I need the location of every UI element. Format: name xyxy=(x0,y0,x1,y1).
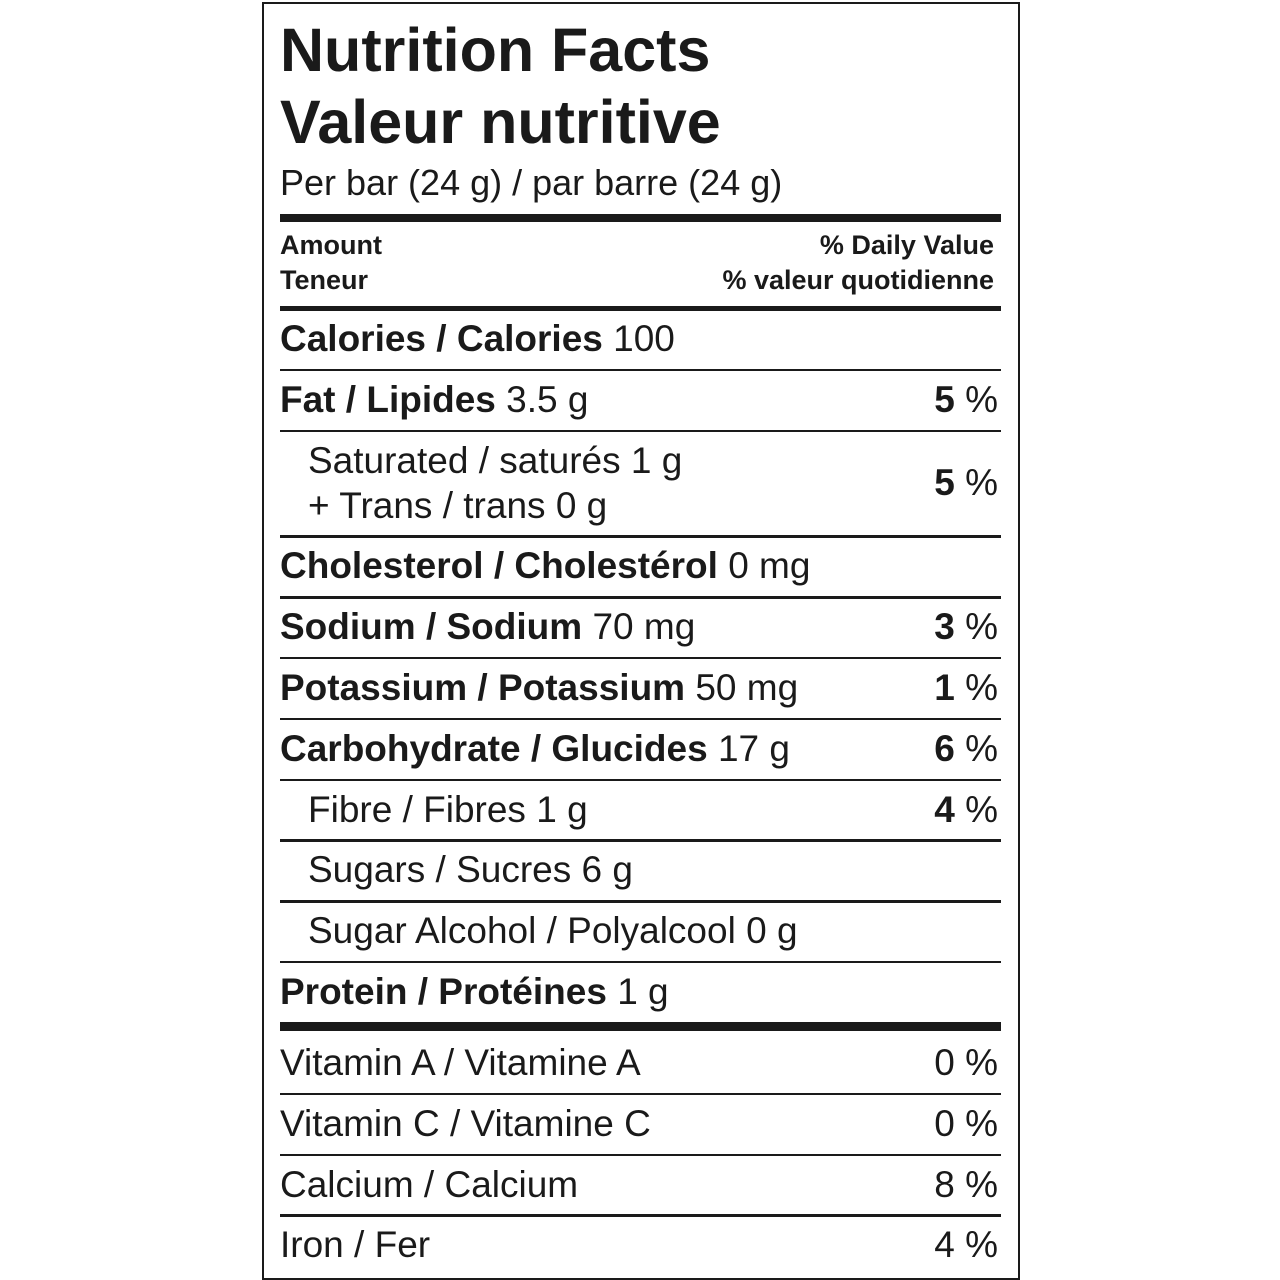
rule xyxy=(280,429,1001,433)
nutrient-name: Potassium / Potassium xyxy=(280,667,686,708)
dv-number: 0 xyxy=(934,1102,955,1144)
dv-unit: % xyxy=(965,1042,998,1083)
nutrient-name: Vitamin C / Vitamine C xyxy=(280,1102,651,1144)
dv-number: 6 xyxy=(934,727,955,769)
label-border xyxy=(262,2,1020,1280)
nutrient-row: Sodium / Sodium 70 mg xyxy=(280,605,695,649)
nutrient-name: Sodium / Sodium xyxy=(280,606,583,648)
nutrient-name: + Trans / trans xyxy=(308,484,546,526)
col-dv-fr: % valeur quotidienne xyxy=(722,265,994,295)
nutrient-row: Cholesterol / Cholestérol 0 mg xyxy=(280,544,810,588)
nutrient-name: Sugars / Sucres xyxy=(308,849,572,891)
dv-unit: % xyxy=(965,606,998,648)
nutrient-name: Fat / Lipides xyxy=(280,378,496,420)
nutrient-row: Protein / Protéines 1 g xyxy=(280,970,669,1014)
nutrient-name: Saturated / saturés xyxy=(308,439,621,481)
rule xyxy=(280,717,1001,721)
daily-value: 8 % xyxy=(934,1163,998,1207)
nutrient-amount: 0 g xyxy=(555,484,608,526)
nutrient-row: Saturated / saturés 1 g xyxy=(308,439,682,483)
nutrient-row: Fat / Lipides 3.5 g xyxy=(280,378,588,422)
thick-rule xyxy=(280,1022,1001,1031)
nutrient-row: Fibre / Fibres 1 g xyxy=(308,788,588,832)
nutrient-row: Iron / Fer xyxy=(280,1223,430,1267)
nutrient-row: Vitamin C / Vitamine C xyxy=(280,1102,651,1146)
medium-rule xyxy=(280,306,1001,311)
nutrient-name: Calories / Calories xyxy=(280,318,603,359)
rule xyxy=(280,1214,1001,1217)
nutrient-name: Vitamin A / Vitamine A xyxy=(280,1042,641,1083)
daily-value: 5 % xyxy=(934,378,998,422)
rule xyxy=(280,535,1001,538)
nutrient-name: Calcium / Calcium xyxy=(280,1163,579,1205)
title: Nutrition Facts xyxy=(280,16,711,84)
dv-unit: % xyxy=(965,1224,998,1266)
nutrient-row: Sugar Alcohol / Polyalcool 0 g xyxy=(308,909,798,953)
nutrient-row: Sugars / Sucres 6 g xyxy=(308,848,633,892)
daily-value: 3 % xyxy=(934,605,998,649)
nutrient-row: Carbohydrate / Glucides 17 g xyxy=(280,727,790,771)
nutrient-row: Potassium / Potassium 50 mg xyxy=(280,666,798,710)
nutrient-amount: 70 mg xyxy=(592,606,696,648)
daily-value: 0 % xyxy=(934,1041,998,1085)
dv-number: 5 xyxy=(934,378,955,420)
nutrient-amount: 17 g xyxy=(717,727,790,769)
thick-rule xyxy=(280,214,1001,222)
dv-unit: % xyxy=(965,788,998,830)
dv-unit: % xyxy=(965,378,998,420)
rule xyxy=(280,778,1001,782)
dv-unit: % xyxy=(965,462,998,504)
dv-unit: % xyxy=(965,667,998,708)
daily-value: 5 % xyxy=(934,461,998,505)
dv-unit: % xyxy=(965,1163,998,1205)
nutrient-row: Calcium / Calcium xyxy=(280,1163,578,1207)
nutrient-name: Sugar Alcohol / Polyalcool xyxy=(308,910,736,952)
rule xyxy=(280,596,1001,599)
col-amount: Amount xyxy=(280,230,382,260)
nutrient-row: Calories / Calories 100 xyxy=(280,317,675,361)
rule xyxy=(280,656,1001,660)
dv-number: 3 xyxy=(934,606,955,648)
serving: Per bar (24 g) / par barre (24 g) xyxy=(280,162,783,203)
daily-value: 4 % xyxy=(934,1223,998,1267)
rule xyxy=(280,368,1001,372)
nutrient-amount: 1 g xyxy=(617,971,669,1012)
col-dv: % Daily Value xyxy=(819,230,994,260)
nutrient-amount: 1 g xyxy=(630,439,683,481)
dv-number: 0 xyxy=(934,1042,955,1083)
nutrient-name: Carbohydrate / Glucides xyxy=(280,727,708,769)
dv-unit: % xyxy=(965,727,998,769)
rule xyxy=(280,1092,1001,1096)
nutrient-row: Vitamin A / Vitamine A xyxy=(280,1041,641,1085)
rule xyxy=(280,839,1001,842)
nutrient-amount: 50 mg xyxy=(695,667,799,708)
nutrient-name: Protein / Protéines xyxy=(280,971,607,1012)
rule xyxy=(280,900,1001,903)
nutrient-amount: 6 g xyxy=(581,849,633,891)
nutrient-amount: 0 mg xyxy=(728,545,811,587)
nutrient-name: Iron / Fer xyxy=(280,1224,431,1266)
col-amount-fr: Teneur xyxy=(280,265,369,295)
dv-number: 5 xyxy=(934,462,955,504)
nutrient-amount: 100 xyxy=(613,318,675,359)
daily-value: 1 % xyxy=(934,666,998,710)
nutrient-row: + Trans / trans 0 g xyxy=(308,484,607,528)
nutrient-name: Fibre / Fibres xyxy=(308,788,526,830)
title-fr: Valeur nutritive xyxy=(280,88,721,156)
daily-value: 6 % xyxy=(934,727,998,771)
daily-value: 0 % xyxy=(934,1102,998,1146)
nutrient-name: Cholesterol / Cholestérol xyxy=(280,545,718,587)
daily-value: 4 % xyxy=(934,788,998,832)
rule xyxy=(280,1153,1001,1157)
dv-number: 8 xyxy=(934,1163,955,1205)
dv-number: 4 xyxy=(934,1224,955,1266)
dv-number: 4 xyxy=(934,788,955,830)
nutrient-amount: 1 g xyxy=(536,788,588,830)
nutrient-amount: 3.5 g xyxy=(506,378,589,420)
dv-unit: % xyxy=(965,1102,998,1144)
rule xyxy=(280,960,1001,964)
dv-number: 1 xyxy=(934,667,955,708)
nutrient-amount: 0 g xyxy=(746,910,798,952)
